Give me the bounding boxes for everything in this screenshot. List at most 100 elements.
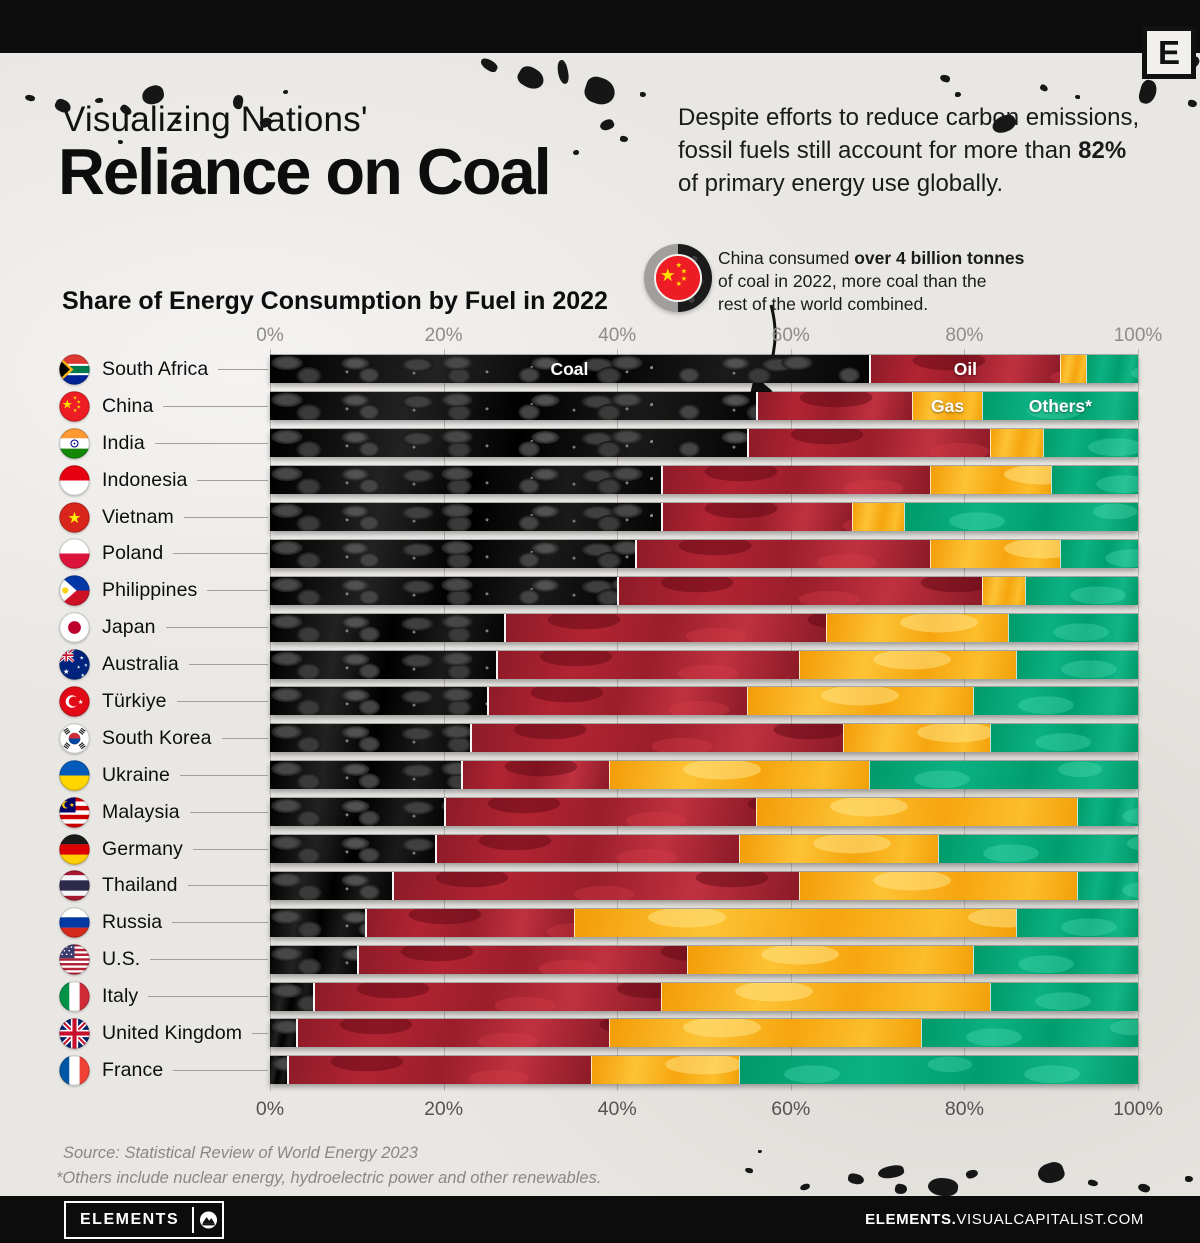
- others-segment: [990, 982, 1138, 1011]
- axis-tick-label: 40%: [598, 325, 637, 346]
- gas-segment: [1059, 355, 1086, 384]
- coal-speckle: [965, 1168, 979, 1180]
- oil-segment: [504, 613, 826, 642]
- svg-text:★: ★: [62, 396, 73, 411]
- coal-speckle: [758, 1150, 762, 1153]
- country-label: United Kingdom: [102, 1021, 243, 1044]
- coal-segment: [270, 761, 461, 790]
- coal-speckle: [24, 93, 36, 103]
- gas-segment: [825, 613, 1008, 642]
- callout-line2: of coal in 2022, more coal than the: [718, 270, 987, 291]
- leader-line: [154, 442, 268, 444]
- country-label-cell: U.S.: [0, 944, 270, 975]
- oil-segment: [747, 429, 991, 458]
- stacked-bar-italy: [270, 982, 1138, 1011]
- leader-line: [173, 1069, 268, 1071]
- flag-china-icon: ★ ★ ★ ★ ★: [59, 391, 90, 422]
- oil-segment: [287, 1056, 592, 1085]
- stacked-bar-russia: [270, 908, 1138, 937]
- footer-url-rest: VISUALCAPITALIST.COM: [956, 1211, 1144, 1228]
- coal-speckle: [926, 1176, 960, 1198]
- svg-text:★: ★: [76, 399, 81, 405]
- stacked-bar-thailand: [270, 871, 1138, 900]
- country-label: Australia: [102, 653, 179, 676]
- svg-text:★: ★: [73, 395, 78, 401]
- country-label: Poland: [102, 542, 164, 565]
- others-segment: [1085, 355, 1138, 384]
- stacked-bar-turkiye: [270, 687, 1138, 716]
- country-row-u-s: U.S.: [0, 941, 1200, 978]
- svg-text:★: ★: [69, 802, 75, 809]
- gas-segment: [738, 835, 939, 864]
- stacked-bar-south-africa: Coal Oil: [270, 355, 1138, 384]
- axis-tick-label: 20%: [424, 1098, 464, 1120]
- coal-segment: [270, 908, 366, 937]
- coal-segment: [270, 945, 357, 974]
- intro-line2: fossil fuels still account for more than: [678, 137, 1079, 165]
- leader-line: [176, 700, 268, 702]
- oil-segment: [365, 908, 574, 937]
- svg-text:★: ★: [78, 699, 84, 706]
- country-label-cell: Philippines: [0, 575, 270, 606]
- oil-segment: [660, 466, 930, 495]
- svg-text:★: ★: [80, 673, 85, 679]
- country-label: U.S.: [102, 948, 141, 971]
- gas-segment: [608, 761, 869, 790]
- gas-segment: [799, 871, 1078, 900]
- coal-segment: [270, 835, 435, 864]
- oil-segment: [617, 576, 982, 605]
- others-segment: [738, 1056, 1138, 1085]
- gas-segment: [842, 724, 991, 753]
- leader-line: [189, 811, 268, 813]
- coal-speckle: [1137, 78, 1159, 106]
- coal-speckle: [619, 135, 629, 143]
- leader-line: [188, 664, 268, 666]
- coal-speckle: [1075, 95, 1080, 99]
- gridlines: [270, 349, 1139, 1091]
- stacked-bar-malaysia: [270, 798, 1138, 827]
- country-label-cell: Japan: [0, 612, 270, 643]
- gridline: [270, 349, 271, 1091]
- gas-segment: Gas: [912, 392, 982, 421]
- oil-legend-label: Oil: [953, 358, 978, 379]
- page-title: Reliance on Coal: [58, 135, 552, 208]
- others-segment: [938, 835, 1138, 864]
- flag-south-korea-icon: [59, 723, 90, 754]
- oil-segment: [634, 539, 930, 568]
- stacked-bar-south-korea: [270, 724, 1138, 753]
- stacked-bar-india: [270, 429, 1138, 458]
- oil-segment: [460, 761, 609, 790]
- country-label-cell: Indonesia: [0, 464, 270, 496]
- country-label: Indonesia: [102, 468, 188, 491]
- x-axis-ticks-top: 0% 20% 40% 60% 80% 100%: [256, 325, 1162, 346]
- axis-tick-label: 20%: [424, 325, 463, 346]
- oil-segment: [495, 650, 800, 679]
- x-axis-ticks-bottom: 0% 20% 40% 60% 80% 100%: [256, 1098, 1163, 1120]
- coal-speckle: [1185, 1176, 1193, 1182]
- source-line: Source: Statistical Review of World Ener…: [63, 1144, 418, 1162]
- coal-speckle: [1087, 1178, 1099, 1188]
- svg-text:★: ★: [63, 667, 69, 676]
- coal-speckle: [1187, 99, 1198, 108]
- country-row-malaysia: ★ Malaysia: [0, 794, 1200, 831]
- coal-segment: Coal: [270, 355, 869, 384]
- country-row-turkiye: ★ Türkiye: [0, 683, 1200, 720]
- country-row-india: India: [0, 425, 1200, 462]
- coal-segment: [270, 724, 470, 753]
- oil-segment: [756, 392, 913, 421]
- visual-capitalist-icon: [192, 1206, 218, 1233]
- leader-line: [252, 1032, 268, 1034]
- footer-url-bold: ELEMENTS.: [865, 1211, 957, 1228]
- leader-line: [172, 922, 268, 924]
- leader-line: [165, 627, 268, 629]
- footnotes: Source: Statistical Review of World Ener…: [56, 1141, 601, 1191]
- callout-bold: over 4 billion tonnes: [854, 248, 1025, 268]
- coal-segment: [270, 466, 661, 495]
- gas-legend-label: Gas: [930, 395, 965, 416]
- stacked-bar-u-s: [270, 945, 1138, 974]
- gas-segment: [660, 982, 991, 1011]
- elements-e-logo: E: [1142, 26, 1196, 79]
- coal-segment: [270, 429, 748, 458]
- flag-malaysia-icon: ★: [59, 796, 90, 828]
- coal-segment: [270, 613, 505, 642]
